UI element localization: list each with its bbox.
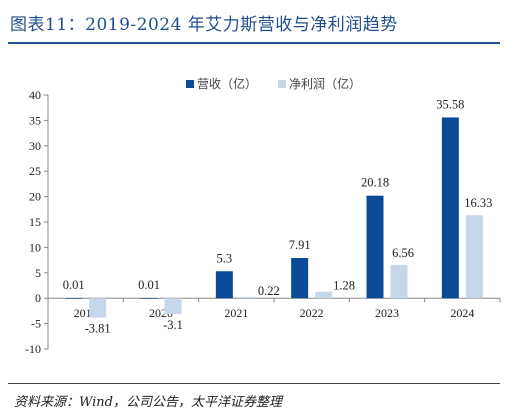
y-tick-label: 20 [29,190,41,204]
net-profit-value-label: 0.22 [258,284,280,298]
revenue-value-label: 35.58 [436,97,464,111]
revenue-value-label: 20.18 [361,176,389,190]
legend: 营收（亿） 净利润（亿） [186,76,361,91]
net-profit-bar [390,264,408,299]
source-note: 资料来源：Wind，公司公告，太平洋证券整理 [14,395,282,410]
net-profit-bar [164,298,182,314]
y-tick-label: 15 [29,215,41,229]
figure-title: 图表11：2019-2024 年艾力斯营收与净利润趋势 [10,15,398,35]
revenue-bar [215,271,233,299]
revenue-bar [140,298,158,299]
y-tick-label: -10 [25,342,41,356]
x-tick-label: 2021 [224,306,248,320]
bars: 0.01 -3.81 0.01 -3.1 5.3 0.22 7.91 1.28 20.18 6.5… [63,97,493,335]
net-profit-value-label: -3.1 [163,318,183,332]
revenue-legend-label: 营收（亿） [197,76,257,91]
x-tick-label: 2022 [300,306,324,320]
net-profit-bar [239,297,257,299]
y-tick-label: 40 [29,88,41,102]
revenue-bar [291,258,309,299]
net-profit-legend-swatch [278,80,286,88]
revenue-bar [441,117,459,299]
revenue-bar [366,195,384,299]
net-profit-bar [315,291,333,299]
y-axis: -10 -5 0 5 10 15 20 25 30 35 40 [25,88,49,356]
revenue-value-label: 0.01 [63,278,85,292]
net-profit-value-label: -3.81 [85,322,111,336]
y-tick-label: 10 [29,240,41,254]
source-divider [8,383,500,384]
net-profit-value-label: 6.56 [392,246,414,260]
y-tick-label: 25 [29,164,41,178]
revenue-bar [65,298,83,299]
revenue-value-label: 7.91 [289,238,311,252]
net-profit-legend-label: 净利润（亿） [289,76,361,91]
revenue-legend-swatch [186,80,194,88]
x-axis: 2019 2020 2021 2022 2023 2024 [47,297,501,320]
x-tick-label: 2024 [450,306,474,320]
net-profit-bar [89,298,107,318]
net-profit-value-label: 16.33 [464,196,492,210]
y-tick-label: 5 [35,266,41,280]
y-tick-label: 35 [29,113,41,127]
y-tick-label: 0 [35,291,41,305]
y-tick-label: -5 [31,317,41,331]
net-profit-bar [465,215,483,299]
revenue-value-label: 5.3 [217,251,233,265]
title-underline [8,42,500,44]
x-tick-label: 2023 [375,306,399,320]
net-profit-value-label: 1.28 [333,279,355,293]
revenue-value-label: 0.01 [138,278,160,292]
y-tick-label: 30 [29,139,41,153]
